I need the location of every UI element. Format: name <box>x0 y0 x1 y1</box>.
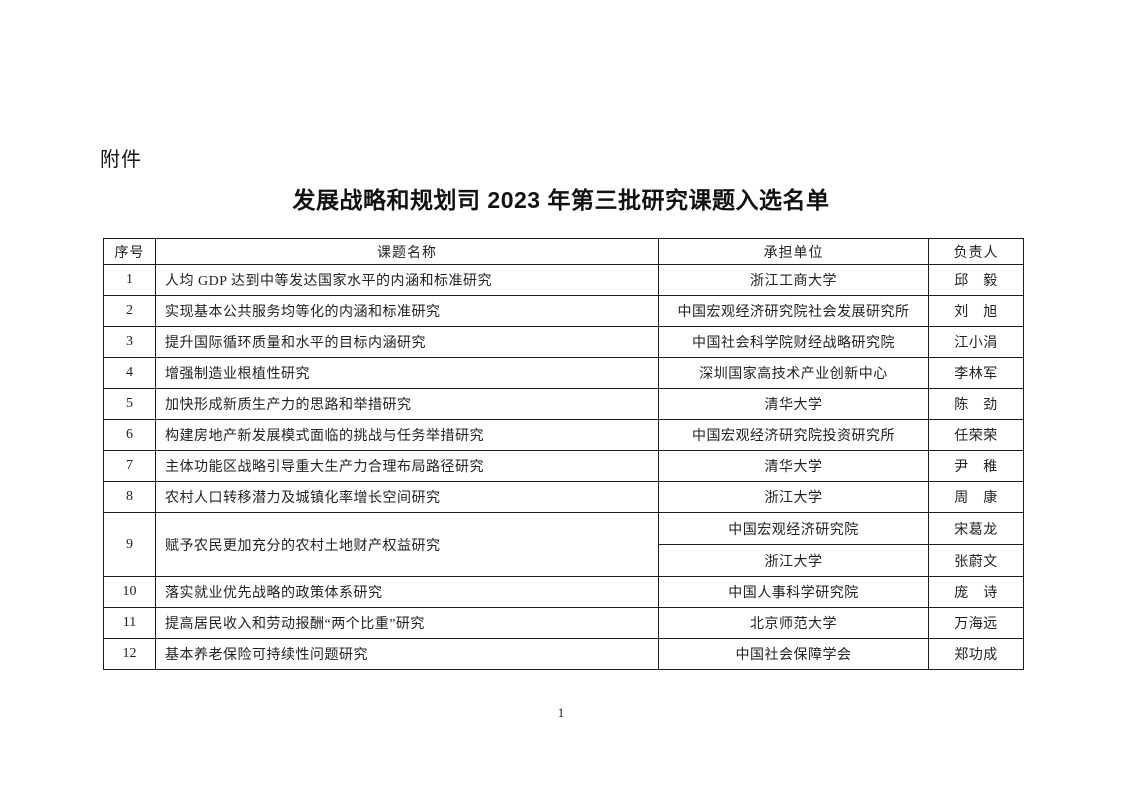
unit-cell: 浙江工商大学 <box>658 264 929 296</box>
topic-cell: 人均 GDP 达到中等发达国家水平的内涵和标准研究 <box>155 264 659 296</box>
row-no: 11 <box>103 607 156 639</box>
unit-cell: 北京师范大学 <box>658 607 929 639</box>
table-row: 4 增强制造业根植性研究 深圳国家高技术产业创新中心 李林军 <box>103 357 1024 389</box>
topic-cell: 提升国际循环质量和水平的目标内涵研究 <box>155 326 659 358</box>
leader-cell: 陈 劲 <box>928 388 1024 420</box>
leader-cell: 郑功成 <box>928 638 1024 670</box>
row-no: 6 <box>103 419 156 451</box>
unit-cell: 浙江大学 <box>658 544 929 577</box>
table-row: 8 农村人口转移潜力及城镇化率增长空间研究 浙江大学 周 康 <box>103 481 1024 513</box>
row-no: 7 <box>103 450 156 482</box>
unit-cell: 清华大学 <box>658 388 929 420</box>
unit-cell: 中国宏观经济研究院 <box>658 512 929 545</box>
topic-cell: 实现基本公共服务均等化的内涵和标准研究 <box>155 295 659 327</box>
row-no: 10 <box>103 576 156 608</box>
page-title: 发展战略和规划司 2023 年第三批研究课题入选名单 <box>292 187 830 213</box>
row-no: 9 <box>103 512 156 577</box>
table-row: 12 基本养老保险可持续性问题研究 中国社会保障学会 郑功成 <box>103 638 1024 670</box>
table-row: 3 提升国际循环质量和水平的目标内涵研究 中国社会科学院财经战略研究院 江小涓 <box>103 326 1024 358</box>
col-header-leader: 负责人 <box>928 238 1024 265</box>
col-header-no: 序号 <box>103 238 156 265</box>
leader-cell: 宋葛龙 <box>928 512 1024 545</box>
topic-cell: 主体功能区战略引导重大生产力合理布局路径研究 <box>155 450 659 482</box>
table-row: 10 落实就业优先战略的政策体系研究 中国人事科学研究院 庞 诗 <box>103 576 1024 608</box>
topic-cell: 加快形成新质生产力的思路和举措研究 <box>155 388 659 420</box>
leader-cell: 江小涓 <box>928 326 1024 358</box>
leader-cell: 庞 诗 <box>928 576 1024 608</box>
leader-cell: 刘 旭 <box>928 295 1024 327</box>
leader-cell: 周 康 <box>928 481 1024 513</box>
topic-cell: 落实就业优先战略的政策体系研究 <box>155 576 659 608</box>
table-row: 9 赋予农民更加充分的农村土地财产权益研究 中国宏观经济研究院 宋葛龙 <box>103 512 1024 577</box>
leader-cell: 李林军 <box>928 357 1024 389</box>
row-no: 3 <box>103 326 156 358</box>
col-header-topic: 课题名称 <box>155 238 659 265</box>
leader-cell: 尹 稚 <box>928 450 1024 482</box>
unit-cell: 清华大学 <box>658 450 929 482</box>
table-row: 11 提高居民收入和劳动报酬“两个比重”研究 北京师范大学 万海远 <box>103 607 1024 639</box>
page-number: 1 <box>557 705 565 720</box>
leader-cell: 张蔚文 <box>928 544 1024 577</box>
row-no: 2 <box>103 295 156 327</box>
leader-cell: 任荣荣 <box>928 419 1024 451</box>
topic-cell: 基本养老保险可持续性问题研究 <box>155 638 659 670</box>
table-row: 6 构建房地产新发展模式面临的挑战与任务举措研究 中国宏观经济研究院投资研究所 … <box>103 419 1024 451</box>
col-header-unit: 承担单位 <box>658 238 929 265</box>
topic-cell: 赋予农民更加充分的农村土地财产权益研究 <box>155 512 659 577</box>
row-no: 12 <box>103 638 156 670</box>
topic-cell: 构建房地产新发展模式面临的挑战与任务举措研究 <box>155 419 659 451</box>
table-header-row: 序号 课题名称 承担单位 负责人 <box>103 238 1024 265</box>
topic-cell: 增强制造业根植性研究 <box>155 357 659 389</box>
table-row: 2 实现基本公共服务均等化的内涵和标准研究 中国宏观经济研究院社会发展研究所 刘… <box>103 295 1024 327</box>
unit-cell: 浙江大学 <box>658 481 929 513</box>
table-row: 浙江大学 张蔚文 <box>104 544 1024 577</box>
unit-cell: 中国宏观经济研究院投资研究所 <box>658 419 929 451</box>
row-no: 5 <box>103 388 156 420</box>
row-no: 4 <box>103 357 156 389</box>
table-row: 7 主体功能区战略引导重大生产力合理布局路径研究 清华大学 尹 稚 <box>103 450 1024 482</box>
table-row: 1 人均 GDP 达到中等发达国家水平的内涵和标准研究 浙江工商大学 邱 毅 <box>103 264 1024 296</box>
unit-cell: 中国社会保障学会 <box>658 638 929 670</box>
row-no: 1 <box>103 264 156 296</box>
unit-cell: 深圳国家高技术产业创新中心 <box>658 357 929 389</box>
unit-cell: 中国宏观经济研究院社会发展研究所 <box>658 295 929 327</box>
research-topics-table: 序号 课题名称 承担单位 负责人 1 人均 GDP 达到中等发达国家水平的内涵和… <box>103 238 1024 670</box>
table-row: 5 加快形成新质生产力的思路和举措研究 清华大学 陈 劲 <box>103 388 1024 420</box>
topic-cell: 提高居民收入和劳动报酬“两个比重”研究 <box>155 607 659 639</box>
leader-cell: 万海远 <box>928 607 1024 639</box>
leader-cell: 邱 毅 <box>928 264 1024 296</box>
attachment-label: 附件 <box>100 149 142 171</box>
row-no: 8 <box>103 481 156 513</box>
unit-cell: 中国人事科学研究院 <box>658 576 929 608</box>
topic-cell: 农村人口转移潜力及城镇化率增长空间研究 <box>155 481 659 513</box>
unit-cell: 中国社会科学院财经战略研究院 <box>658 326 929 358</box>
